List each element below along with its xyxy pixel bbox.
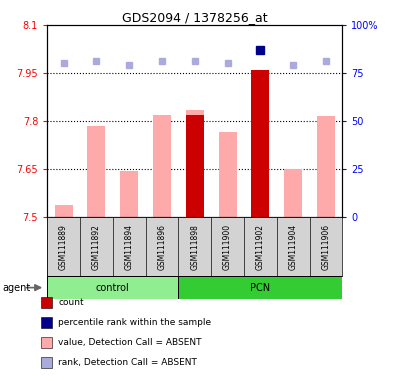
Bar xyxy=(87,126,105,217)
Bar xyxy=(185,114,203,217)
Bar xyxy=(218,132,236,217)
Text: value, Detection Call = ABSENT: value, Detection Call = ABSENT xyxy=(58,338,201,347)
Bar xyxy=(153,115,171,217)
Text: rank, Detection Call = ABSENT: rank, Detection Call = ABSENT xyxy=(58,358,197,367)
Text: GSM111906: GSM111906 xyxy=(321,223,330,270)
Text: GSM111904: GSM111904 xyxy=(288,223,297,270)
Text: count: count xyxy=(58,298,84,307)
Bar xyxy=(316,116,334,217)
Bar xyxy=(283,169,301,217)
Bar xyxy=(54,205,72,217)
Bar xyxy=(243,217,276,276)
Bar xyxy=(120,170,138,217)
Text: percentile rank within the sample: percentile rank within the sample xyxy=(58,318,211,327)
Bar xyxy=(211,217,243,276)
Bar xyxy=(47,276,178,299)
Text: GSM111902: GSM111902 xyxy=(255,224,264,270)
Bar xyxy=(145,217,178,276)
Bar xyxy=(251,70,269,217)
Bar xyxy=(276,217,309,276)
Text: GSM111896: GSM111896 xyxy=(157,224,166,270)
Bar xyxy=(185,110,203,217)
Text: GSM111900: GSM111900 xyxy=(222,223,231,270)
Text: GSM111892: GSM111892 xyxy=(92,224,101,270)
Title: GDS2094 / 1378256_at: GDS2094 / 1378256_at xyxy=(121,11,267,24)
Bar xyxy=(178,217,211,276)
Text: GSM111889: GSM111889 xyxy=(59,224,68,270)
Text: GSM111898: GSM111898 xyxy=(190,224,199,270)
Bar xyxy=(309,217,342,276)
Text: GSM111894: GSM111894 xyxy=(124,224,133,270)
Bar xyxy=(47,217,80,276)
Bar xyxy=(178,276,342,299)
Text: control: control xyxy=(96,283,129,293)
Text: agent: agent xyxy=(2,283,30,293)
Text: PCN: PCN xyxy=(249,283,270,293)
Bar xyxy=(80,217,112,276)
Bar xyxy=(251,70,269,217)
Bar xyxy=(112,217,145,276)
